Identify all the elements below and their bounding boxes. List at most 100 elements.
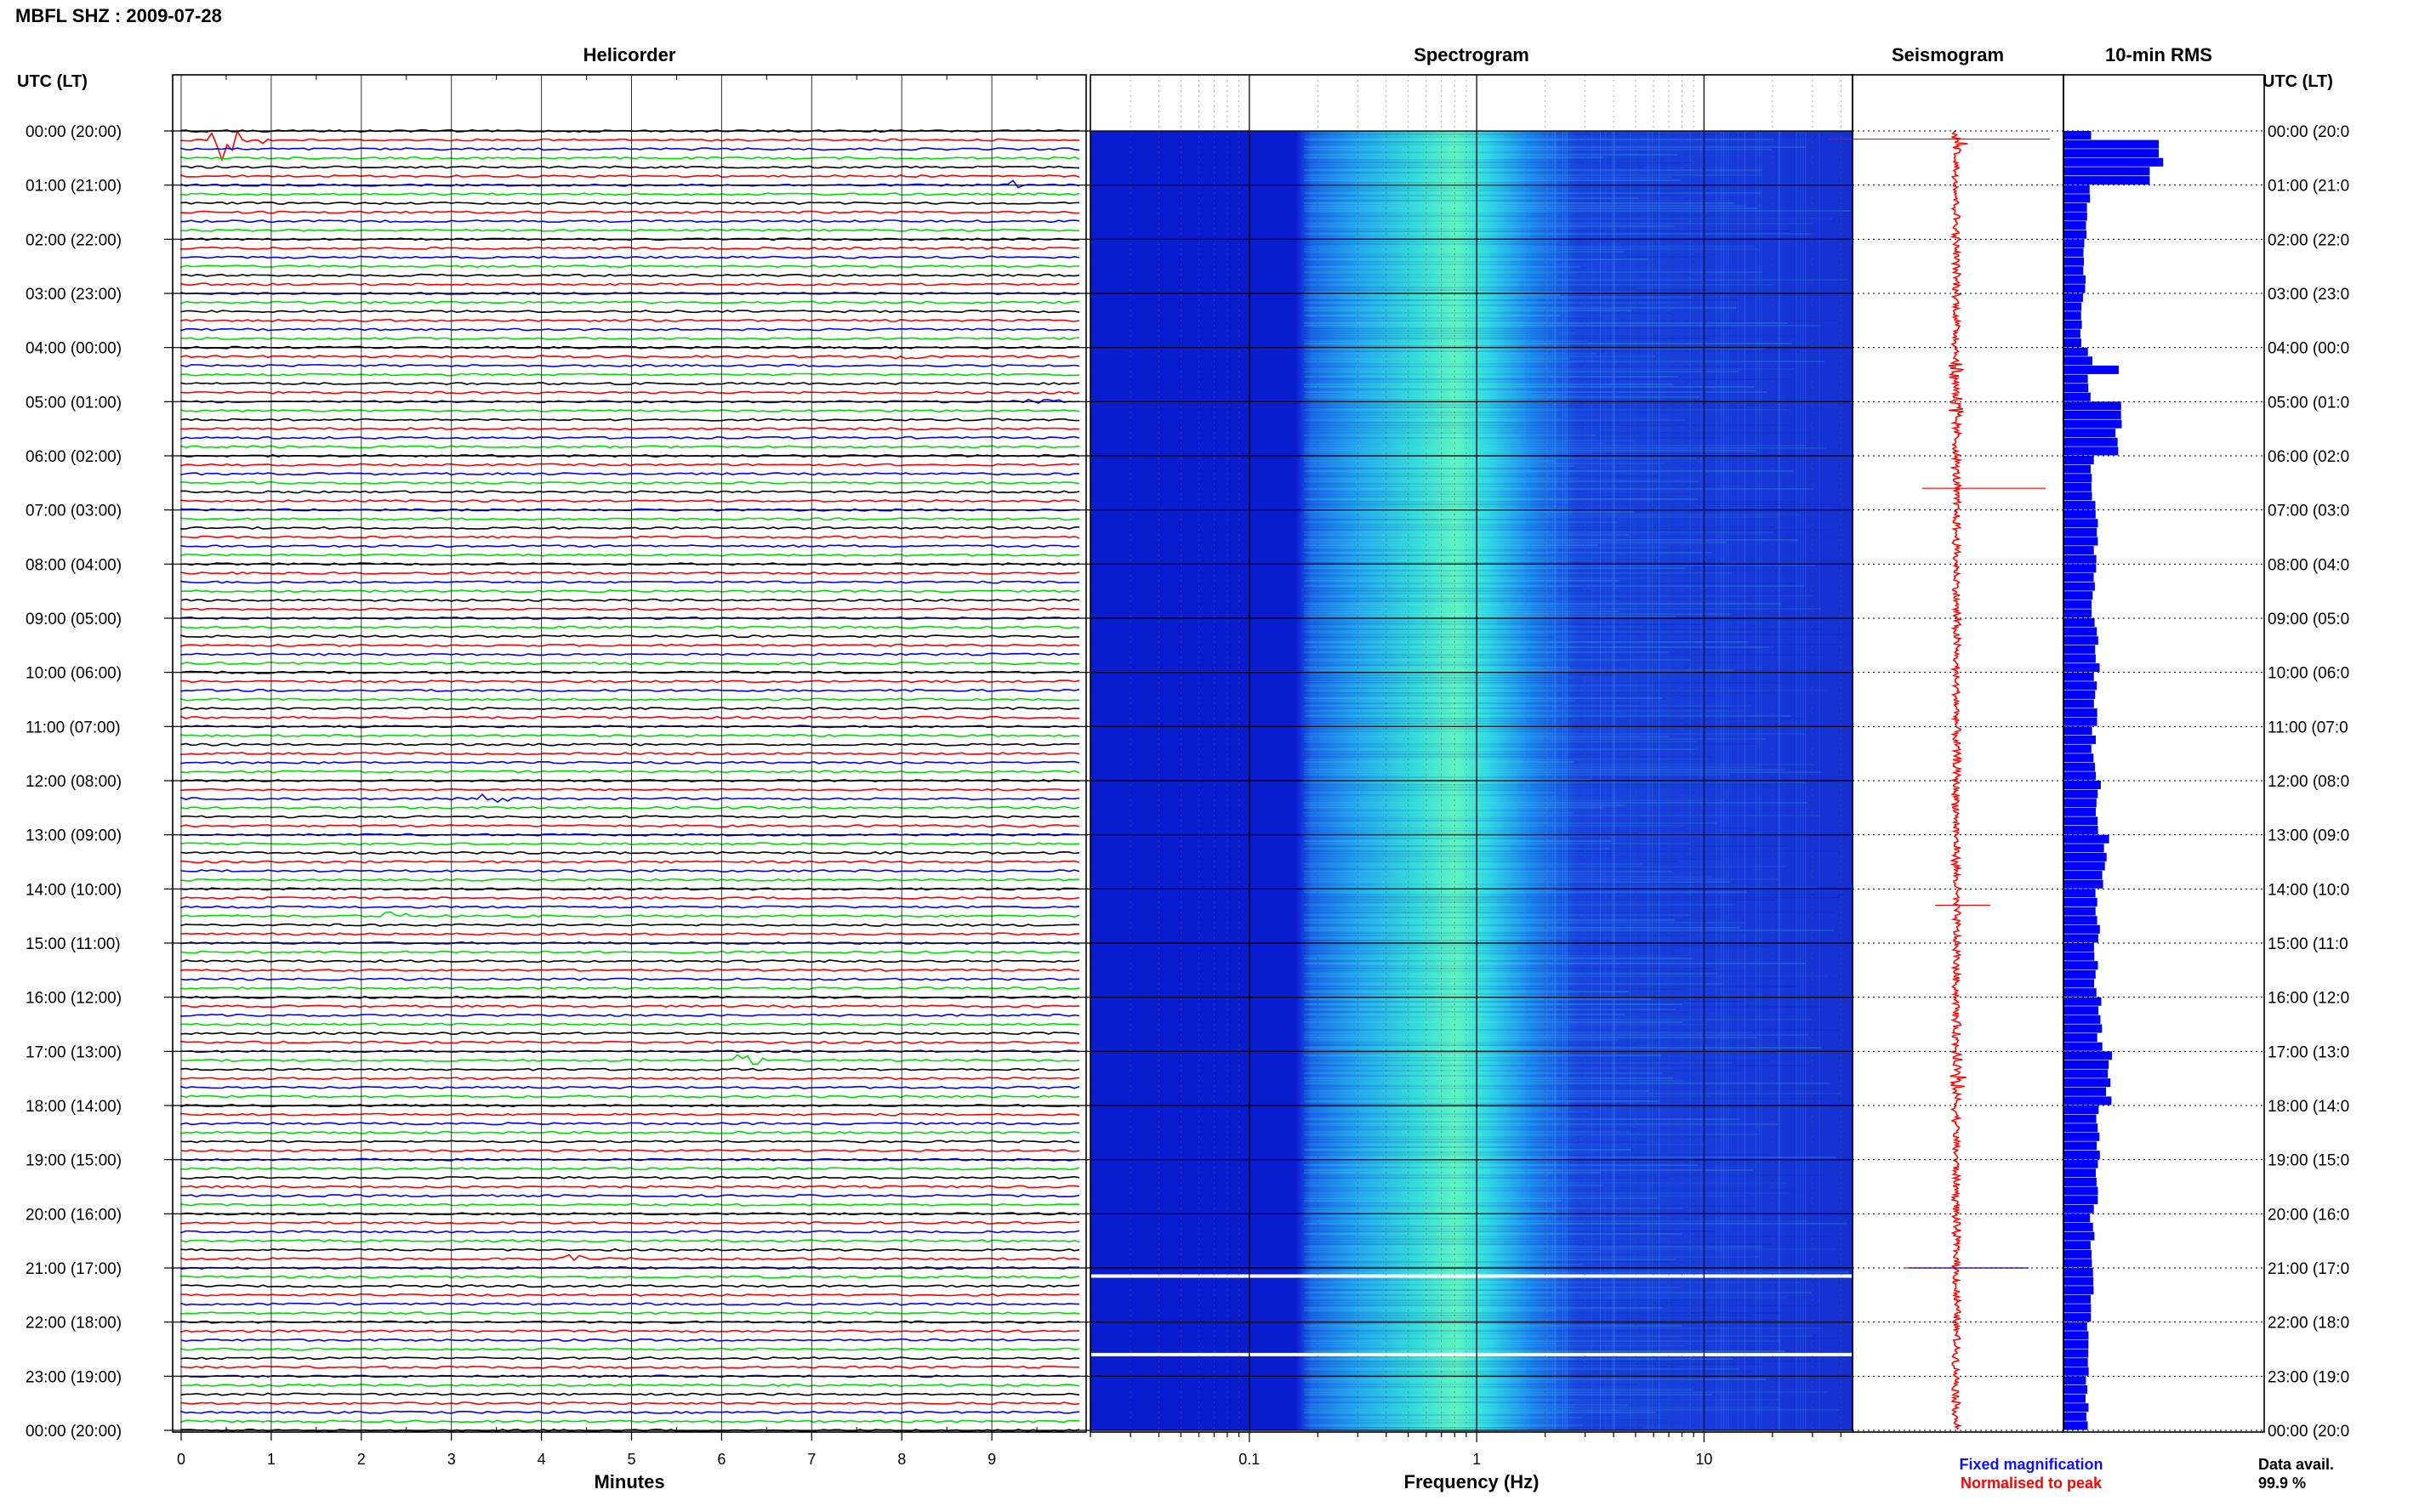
spectrogram-row [1303, 549, 1693, 551]
right-time-label: 05:00 (01:0 [2268, 394, 2349, 412]
spectrogram-row [1303, 595, 1811, 597]
spectrogram-row [1303, 1356, 1573, 1357]
right-time-label: 16:00 (12:0 [2268, 990, 2349, 1008]
axis-labels: 00:00 (20:00) 01:00 (21:00) 02:00 (22:00) 0… [26, 123, 2349, 1441]
rms-bar [2063, 609, 2092, 618]
spectrogram-row [1303, 1424, 1584, 1426]
spectrogram-row [1303, 975, 1830, 977]
right-time-label: 11:00 (07:0 [2268, 719, 2348, 736]
spectrogram-row [1303, 1200, 1562, 1202]
spectrogram-row [1303, 1305, 1819, 1306]
right-time-label: 00:00 (20:0 [2268, 1423, 2349, 1441]
spectrogram-row [1303, 149, 1772, 151]
helicorder-trace [180, 752, 1080, 756]
spectrogram-row [1303, 1019, 1811, 1020]
spectrogram-row [1303, 884, 1634, 885]
spectrogram-row [1303, 333, 1559, 334]
helicorder-trace [180, 1230, 1080, 1234]
spectrogram-row [1303, 274, 1693, 276]
rms-bar [2063, 1114, 2097, 1123]
right-time-label: 10:00 (06:0 [2268, 665, 2349, 683]
helicorder-trace [180, 1383, 1080, 1387]
spectrogram-row [1303, 246, 1756, 247]
spectrogram-row [1303, 932, 1746, 934]
helicorder-trace [180, 1338, 1080, 1342]
chart-title: MBFL SHZ : 2009-07-28 [15, 5, 222, 26]
helicorder-trace [180, 607, 1080, 611]
rms-bar [2063, 1286, 2094, 1295]
spectrogram-row [1303, 164, 1682, 166]
spectrogram-row [1303, 417, 1597, 418]
spectrogram-row [1303, 202, 1735, 204]
right-axis-label: UTC (LT) [2262, 72, 2333, 91]
rms-bar [2063, 247, 2084, 257]
spectrogram-row [1303, 162, 1693, 163]
helicorder-trace [180, 1392, 1080, 1396]
spectrogram-row [1303, 1146, 1553, 1148]
spectrogram-row [1303, 1358, 1733, 1360]
spectrogram-row [1303, 348, 1763, 350]
helicorder-trace [180, 1085, 1080, 1089]
spectrogram-row [1303, 1093, 1842, 1094]
spectrogram-row [1303, 779, 1592, 781]
rms-bar [2063, 194, 2091, 203]
helicorder-trace [180, 1419, 1080, 1424]
rms-bar [2063, 185, 2090, 194]
helicorder-trace [180, 760, 1080, 765]
spectrogram-row [1303, 1218, 1697, 1219]
spectrogram-row [1303, 1001, 1744, 1003]
spectrogram-row [1303, 521, 1619, 523]
helicorder-trace [180, 1185, 1080, 1189]
spectrogram-row [1303, 1060, 1769, 1061]
spectrogram-row [1303, 718, 1805, 719]
minute-tick-label: 6 [717, 1451, 726, 1468]
spectrogram-row [1303, 496, 1673, 497]
spectrogram-row [1303, 1427, 1644, 1429]
spectrogram-row [1303, 243, 1591, 245]
spectrogram-row [1303, 769, 1786, 770]
spectrogram-row [1303, 498, 1698, 500]
spectrogram-row [1303, 575, 1700, 577]
helicorder-trace [180, 805, 1080, 810]
spectrogram-row [1303, 1034, 1809, 1036]
spectrogram-row [1303, 662, 1755, 663]
helicorder-trace [180, 1077, 1080, 1081]
spectrogram-row [1303, 429, 1559, 431]
spectrogram-row [1303, 968, 1712, 969]
spectrogram-row [1303, 1422, 1685, 1424]
spectrogram-row [1303, 391, 1767, 393]
rms-bar [2063, 537, 2098, 546]
rms-bar [2063, 374, 2088, 384]
spectrogram-row [1303, 1121, 1676, 1123]
helicorder-trace [180, 1032, 1080, 1036]
spectrogram-row [1303, 144, 1614, 145]
helicorder-trace [180, 1253, 1080, 1262]
spectrogram-row [1303, 491, 1594, 492]
spectrogram-row [1303, 756, 1713, 758]
spectrogram-row [1303, 771, 1822, 773]
seismogram-trace [1948, 130, 1968, 1430]
spectrogram-row [1303, 623, 1702, 625]
spectrogram-row [1303, 978, 1836, 980]
rms-bar [2063, 943, 2094, 952]
helicorder-trace [180, 553, 1080, 557]
rms-bar [2063, 844, 2104, 853]
rms-bar [2063, 492, 2092, 501]
helicorder-trace [180, 273, 1080, 277]
helicorder-trace [180, 842, 1080, 846]
spectrogram-row [1303, 493, 1693, 495]
spectrogram-row [1303, 960, 1554, 962]
spectrogram-row [1303, 685, 1654, 686]
rms-bar [2063, 1159, 2098, 1168]
minute-tick-label: 5 [627, 1451, 635, 1468]
spectrogram-row [1303, 947, 1746, 949]
helicorder-trace [180, 363, 1080, 367]
spectrogram-row [1303, 1108, 1568, 1110]
spectrogram-row [1303, 603, 1782, 605]
helicorder-trace [180, 1130, 1080, 1134]
spectrogram-row [1303, 1363, 1762, 1365]
helicorder-trace [180, 1329, 1080, 1333]
spectrogram-row [1303, 1284, 1736, 1286]
panel-frames [172, 74, 2265, 1433]
